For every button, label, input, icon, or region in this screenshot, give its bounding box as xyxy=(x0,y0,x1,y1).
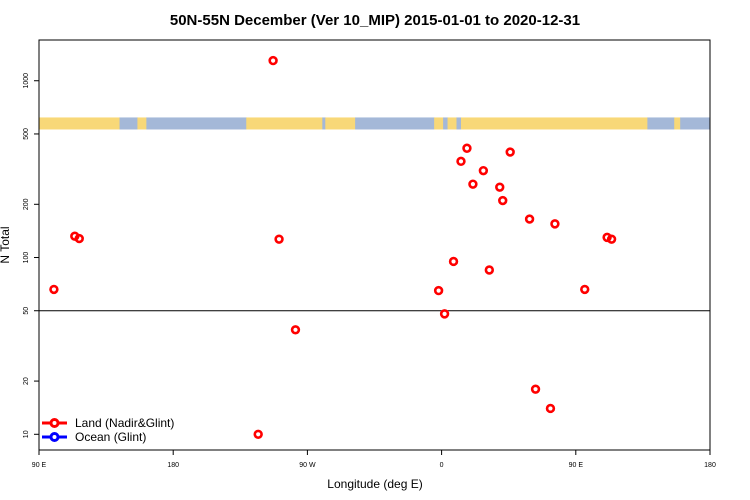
legend: Land (Nadir&Glint) Ocean (Glint) xyxy=(42,416,174,444)
mask-segment-ocean-3 xyxy=(146,117,247,130)
mask-segment-ocean-13 xyxy=(647,117,675,130)
legend-marker-land xyxy=(49,418,60,428)
data-point-s0-20 xyxy=(545,403,556,414)
legend-label-land: Land (Nadir&Glint) xyxy=(75,416,174,430)
data-point-s0-18 xyxy=(524,214,535,224)
data-point-s0-3 xyxy=(253,429,263,439)
y-tick-label-3: 100 xyxy=(23,252,30,264)
mask-segment-land-0 xyxy=(39,117,121,130)
data-point-s0-15 xyxy=(495,182,505,192)
mask-segment-land-12 xyxy=(460,117,648,130)
data-point-s0-19 xyxy=(530,384,541,394)
mask-segment-land-2 xyxy=(137,117,147,130)
mask-segment-land-10 xyxy=(447,117,458,130)
y-tick-label-2: 50 xyxy=(23,307,30,315)
x-axis-label: Longitude (deg E) xyxy=(327,477,422,491)
y-tick-label-6: 1000 xyxy=(23,73,30,89)
x-tick-label-5: 180 xyxy=(704,462,716,469)
data-point-s0-5 xyxy=(274,234,284,244)
data-point-s0-14 xyxy=(484,265,495,275)
land-mask-band xyxy=(39,117,711,130)
data-point-s0-4 xyxy=(268,55,278,66)
data-point-s0-24 xyxy=(606,234,617,244)
mask-segment-ocean-5 xyxy=(322,117,326,130)
legend-item-ocean: Ocean (Glint) xyxy=(42,430,146,444)
mask-segment-land-14 xyxy=(674,117,681,130)
mask-segment-land-8 xyxy=(434,117,444,130)
data-point-s0-16 xyxy=(498,195,508,206)
data-point-s0-22 xyxy=(580,284,590,295)
mask-segment-ocean-15 xyxy=(680,117,711,130)
chart-title: 50N-55N December (Ver 10_MIP) 2015-01-01… xyxy=(170,12,580,29)
data-point-s0-2 xyxy=(74,233,84,244)
data-point-s0-17 xyxy=(505,147,515,157)
data-point-s0-11 xyxy=(462,143,472,153)
mask-segment-ocean-11 xyxy=(456,117,462,130)
data-points xyxy=(49,55,617,439)
data-point-s0-9 xyxy=(448,256,459,267)
data-point-s0-10 xyxy=(456,156,466,167)
legend-label-ocean: Ocean (Glint) xyxy=(75,430,146,444)
data-point-s0-13 xyxy=(478,165,489,176)
y-tick-label-0: 10 xyxy=(23,430,30,438)
legend-item-land: Land (Nadir&Glint) xyxy=(42,416,174,430)
data-point-s0-6 xyxy=(290,325,301,335)
data-point-s0-12 xyxy=(468,179,478,189)
x-tick-label-1: 180 xyxy=(167,462,179,469)
y-tick-label-1: 20 xyxy=(23,377,30,385)
mask-segment-ocean-1 xyxy=(119,117,138,130)
data-point-s0-21 xyxy=(550,219,560,229)
mask-segment-land-4 xyxy=(246,117,323,130)
mask-segment-ocean-9 xyxy=(443,117,449,130)
data-point-s0-0 xyxy=(49,284,59,295)
x-tick-label-3: 0 xyxy=(440,462,444,469)
x-tick-label-2: 90 W xyxy=(299,462,316,469)
mask-segment-ocean-7 xyxy=(355,117,435,130)
legend-marker-ocean xyxy=(49,432,60,442)
x-tick-label-4: 90 E xyxy=(569,462,584,469)
y-tick-label-4: 200 xyxy=(23,198,30,210)
y-axis: 10 20 50 100 200 500 1000 xyxy=(23,73,39,438)
y-axis-label: N Total xyxy=(0,226,12,263)
data-point-s0-7 xyxy=(433,285,444,296)
data-point-s0-8 xyxy=(439,309,450,319)
y-tick-label-5: 500 xyxy=(23,128,30,140)
x-axis: 90 E 180 90 W 0 90 E 180 xyxy=(32,450,716,469)
mask-segment-land-6 xyxy=(325,117,356,130)
data-point-s0-23 xyxy=(602,232,612,243)
plot-frame xyxy=(38,39,711,451)
x-tick-label-0: 90 E xyxy=(32,462,47,469)
